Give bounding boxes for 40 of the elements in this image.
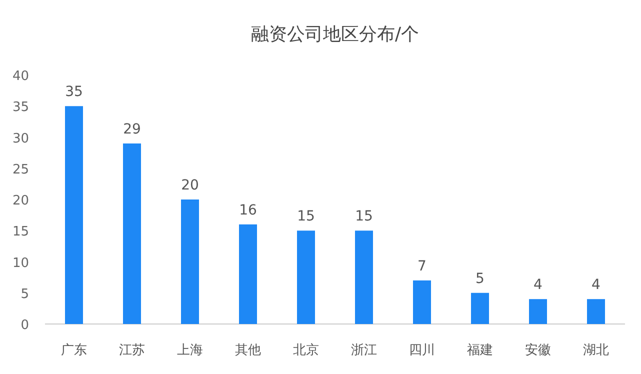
bar	[471, 292, 489, 324]
y-tick-label: 0	[20, 318, 29, 333]
data-label: 4	[534, 277, 543, 294]
bar	[65, 106, 83, 324]
y-tick-label: 35	[12, 100, 29, 116]
y-tick-label: 10	[12, 256, 29, 271]
chart-title: 融资公司地区分布/个	[250, 24, 420, 45]
y-tick-label: 5	[20, 286, 29, 302]
x-tick-label: 广东	[61, 343, 87, 358]
data-label: 5	[476, 270, 484, 287]
bar	[123, 143, 141, 324]
y-tick-label: 30	[12, 131, 29, 146]
x-tick-label: 其他	[235, 343, 261, 358]
x-tick-label: 北京	[293, 343, 319, 358]
data-label: 20	[181, 178, 199, 194]
x-tick-label: 四川	[409, 343, 435, 358]
bar	[529, 299, 547, 324]
x-tick-label: 福建	[467, 343, 493, 358]
data-label: 15	[297, 208, 315, 225]
bar	[355, 230, 373, 324]
bar	[181, 200, 199, 324]
bar	[239, 224, 257, 324]
bar	[297, 230, 315, 324]
data-label: 35	[65, 84, 83, 100]
y-tick-label: 40	[12, 69, 29, 84]
bar	[413, 280, 431, 324]
x-tick-label: 湖北	[583, 343, 609, 358]
data-label: 15	[355, 208, 373, 225]
bar	[587, 299, 605, 324]
x-tick-label: 江苏	[119, 343, 145, 358]
y-tick-label: 25	[12, 162, 29, 178]
data-label: 7	[418, 258, 426, 274]
y-tick-label: 20	[12, 194, 29, 208]
x-tick-label: 浙江	[351, 343, 377, 358]
x-tick-label: 上海	[177, 343, 203, 358]
data-label: 29	[123, 121, 141, 138]
data-label: 16	[239, 202, 257, 218]
y-tick-label: 15	[12, 224, 29, 240]
x-tick-label: 安徽	[525, 342, 551, 358]
data-label: 4	[592, 277, 601, 294]
